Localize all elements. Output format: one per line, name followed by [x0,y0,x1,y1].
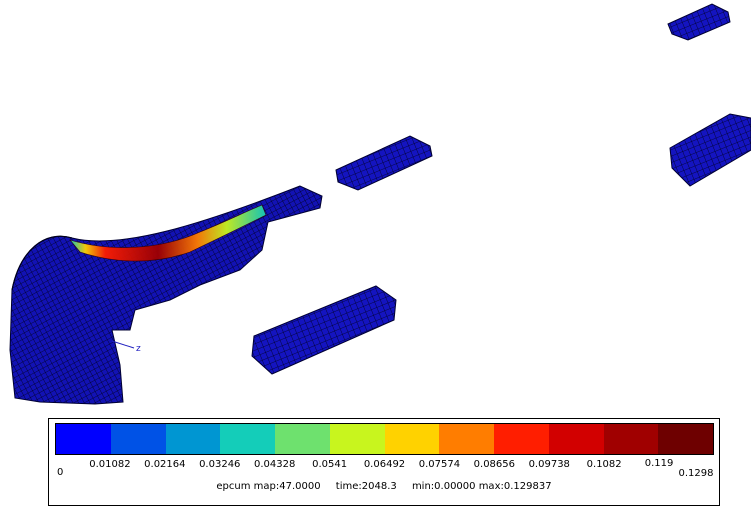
tool-block-middle [335,135,433,191]
colorbar-tick-label: 0 [57,467,64,478]
legend-range: min:0.00000 max:0.129837 [411,481,552,492]
colorbar-swatch [165,424,221,454]
colorbar-swatch [494,424,549,454]
colorbar-swatch [275,424,330,454]
colorbar-swatch [56,424,111,454]
colorbar-tick-label: 0.0541 [312,459,348,470]
colorbar-tick-label: 0.09738 [528,459,570,470]
colorbar-tick-label: 0.119 [644,458,674,469]
legend-time: time:2048.3 [335,481,397,492]
colorbar-tick-label: 0.08656 [473,459,516,470]
colorbar-swatch [384,424,440,454]
colorbar-tick-label: 0.02164 [144,459,186,470]
colorbar-tick-label: 0.03246 [199,459,241,470]
colorbar [55,423,714,455]
tool-block-top-right [667,3,731,41]
colorbar-swatch [110,424,166,454]
legend-info: epcum map:47.0000 time:2048.3 min:0.0000… [49,481,719,492]
axis-triad: z [111,340,141,354]
axis-z-label: z [136,344,141,354]
colorbar-swatch [658,424,713,454]
colorbar-swatch [220,424,275,454]
colorbar-tick-label: 0.1298 [678,468,714,479]
deformed-workpiece [9,185,323,405]
colorbar-tick-label: 0.04328 [253,459,296,470]
colorbar-swatch [439,424,494,454]
legend-field: epcum map:47.0000 [216,481,321,492]
colorbar-swatch [603,424,659,454]
colorbar-swatch [548,424,604,454]
colorbar-swatch [329,424,385,454]
fem-viewport[interactable]: z [0,0,751,410]
colorbar-tick-label: 0.07574 [418,459,461,470]
tool-block-lower [251,285,397,375]
colorbar-tick-label: 0.06492 [363,459,406,470]
colorbar-tick-label: 0.01082 [89,459,131,470]
tool-block-right [669,113,751,187]
colorbar-tick-label: 0.1082 [586,459,622,470]
color-legend: 0 0.01082 0.02164 0.03246 0.04328 0.0541 0.064… [48,418,720,506]
